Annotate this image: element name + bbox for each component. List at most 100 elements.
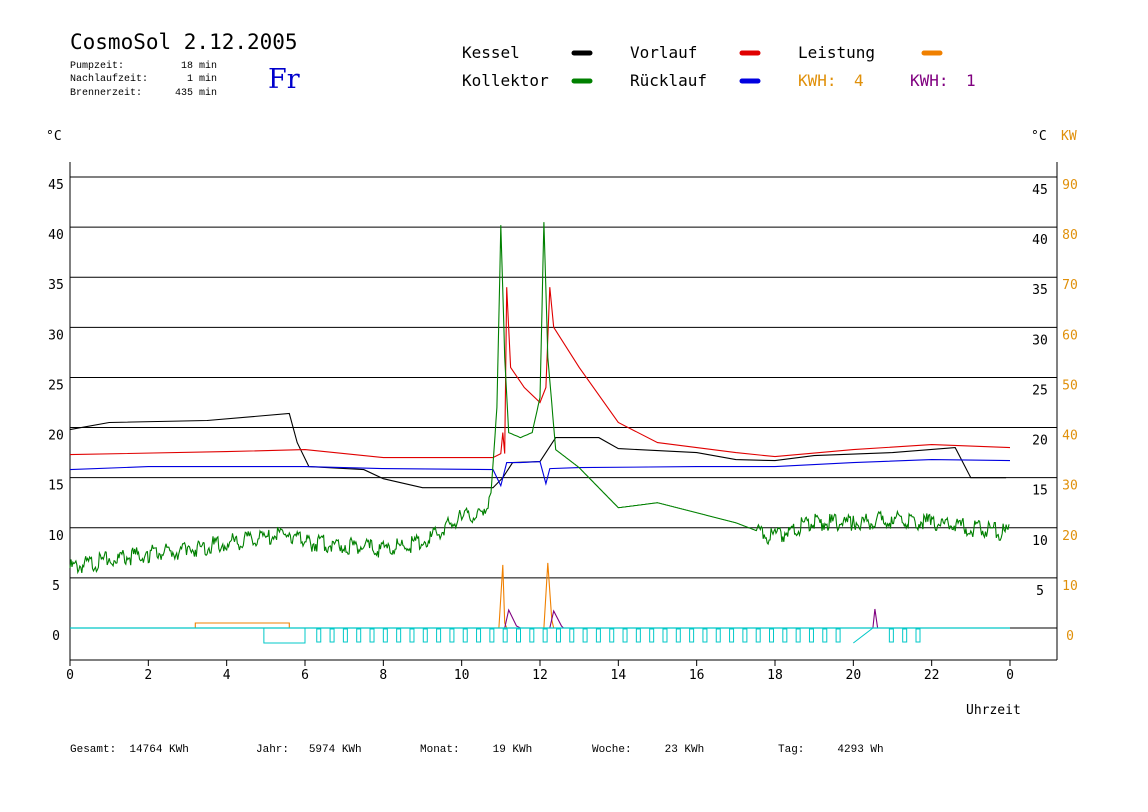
y-tick-label-kw: 70 — [1062, 278, 1078, 293]
pump-pulse — [555, 628, 561, 643]
legend-label: Vorlauf — [630, 43, 697, 62]
y-tick-label-left: 10 — [48, 529, 64, 544]
right-axis2-unit: KW — [1061, 129, 1077, 144]
pump-pulse — [782, 628, 788, 643]
footer-value: 19 KWh — [492, 744, 533, 756]
weekday-label: Fr — [268, 64, 300, 95]
footer-value: 14764 KWh — [129, 744, 189, 756]
y-tick-label-left: 30 — [48, 328, 64, 343]
pump-pulse — [449, 628, 455, 643]
pump-ramp — [853, 627, 874, 644]
x-tick-label: 8 — [379, 668, 387, 683]
pump-pulse — [476, 628, 482, 643]
y-tick-label-left: 35 — [48, 278, 64, 293]
x-tick-label: 0 — [1006, 668, 1014, 683]
chart-title: CosmoSol 2.12.2005 — [70, 30, 298, 54]
y-tick-label-left: 5 — [52, 579, 60, 594]
pump-pulse — [689, 628, 695, 643]
x-tick-label: 6 — [301, 668, 309, 683]
series-line — [69, 287, 1011, 459]
y-tick-label-kw: 60 — [1062, 328, 1078, 343]
series-line — [69, 412, 1007, 489]
series-line — [70, 562, 1010, 629]
series-line — [69, 222, 1010, 575]
y-tick-label-left: 25 — [48, 378, 64, 393]
y-tick-label-kw: 80 — [1062, 228, 1078, 243]
pump-pulse — [702, 628, 708, 643]
legend-label: Kollektor — [462, 71, 549, 90]
y-tick-label-kw: 30 — [1062, 479, 1078, 494]
x-tick-label: 14 — [611, 668, 627, 683]
x-axis-label: Uhrzeit — [966, 703, 1021, 718]
gridlines — [70, 176, 1057, 629]
y-tick-label-left: 45 — [48, 178, 64, 193]
footer-label: Woche: — [592, 744, 632, 756]
pump-pulse — [808, 628, 814, 643]
y-tick-label-left: 20 — [48, 429, 64, 444]
kwh-value: 4 — [854, 71, 864, 90]
pump-pulse — [489, 628, 495, 643]
y-tick-label-kw: 50 — [1062, 378, 1078, 393]
pump-pulse — [516, 628, 521, 643]
pump-pulse — [609, 628, 615, 643]
legend-label: Rücklauf — [630, 71, 707, 90]
pump-pulse — [316, 628, 322, 643]
pump-pulse — [755, 628, 761, 643]
pump-pulse — [569, 628, 575, 643]
y-tick-label-left: 0 — [52, 629, 60, 644]
pump-pulse — [622, 628, 628, 643]
pump-pulse — [595, 628, 601, 643]
pump-pulse — [742, 628, 748, 643]
y-tick-label-left: 40 — [48, 228, 64, 243]
right-axis-unit: °C — [1031, 129, 1047, 144]
pump-pulse — [369, 628, 375, 643]
x-tick-label: 18 — [767, 668, 783, 683]
x-tick-label: 2 — [144, 668, 152, 683]
footer-value: 5974 KWh — [308, 744, 362, 756]
pump-pulse — [715, 628, 721, 643]
footer-label: Gesamt: — [70, 744, 117, 756]
pump-pulse — [902, 628, 908, 643]
tick-labels: 0 2 4 6 8 10 12 14 16 18 20 22 0 0 5 10 15 20 25 30 35 40 45 5 1… — [48, 178, 1078, 683]
axes — [69, 162, 1058, 666]
pump-pulse — [675, 628, 681, 643]
y-tick-label-kw: 10 — [1062, 579, 1078, 594]
footer-value: 4293 Wh — [837, 744, 884, 756]
pump-pulse — [409, 628, 415, 643]
stat-value: 1 min — [187, 73, 217, 85]
series-line — [70, 608, 1010, 629]
y-tick-label-right: 40 — [1032, 233, 1048, 248]
y-tick-label-kw: 40 — [1062, 429, 1078, 444]
pump-pulse — [582, 628, 588, 643]
pump-pulse — [502, 628, 508, 643]
legend: Kessel Vorlauf Leistung Kollektor Rückla… — [462, 43, 976, 90]
pump-pulse — [436, 628, 442, 643]
x-tick-label: 12 — [532, 668, 548, 683]
pump-pulse — [729, 628, 735, 643]
pump-pulse — [329, 628, 335, 643]
pump-pulse — [769, 628, 775, 643]
kwh-label: KWH: — [798, 71, 837, 90]
y-tick-label-kw: 0 — [1066, 629, 1074, 644]
stat-label: Pumpzeit: — [70, 60, 124, 72]
y-tick-label-kw: 90 — [1062, 178, 1078, 193]
y-tick-label-right: 15 — [1032, 484, 1048, 499]
pump-pulse — [529, 628, 535, 643]
pump-pulse — [915, 628, 921, 643]
footer-jahr: Jahr: 5974 KWh — [256, 744, 362, 756]
footer-label: Jahr: — [256, 744, 290, 756]
series-lines — [69, 222, 1011, 629]
pump-pulse — [662, 628, 668, 643]
pump-pulse — [422, 628, 428, 643]
pump-pulse — [888, 628, 894, 643]
stat-value: 435 min — [175, 87, 217, 99]
pump-pulse — [649, 628, 655, 643]
y-tick-label-right: 45 — [1032, 183, 1048, 198]
pump-pulse — [462, 628, 468, 643]
pump-status-bar — [70, 627, 1010, 644]
footer-monat: Monat: 19 KWh — [420, 744, 532, 756]
pump-pulse — [822, 628, 828, 643]
x-tick-label: 10 — [454, 668, 470, 683]
y-tick-label-right: 30 — [1032, 333, 1048, 348]
